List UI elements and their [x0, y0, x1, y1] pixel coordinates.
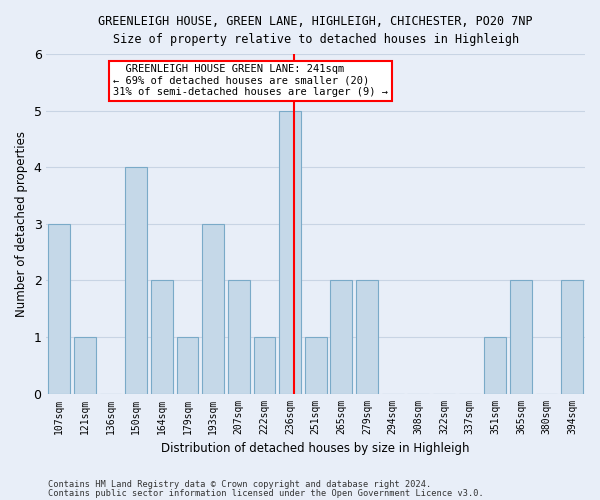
Y-axis label: Number of detached properties: Number of detached properties: [15, 131, 28, 317]
Bar: [125, 168, 147, 394]
Text: GREENLEIGH HOUSE GREEN LANE: 241sqm
← 69% of detached houses are smaller (20)
31: GREENLEIGH HOUSE GREEN LANE: 241sqm ← 69…: [113, 64, 388, 98]
Bar: [561, 280, 583, 394]
Bar: [254, 337, 275, 394]
Bar: [331, 280, 352, 394]
Bar: [49, 224, 70, 394]
Bar: [305, 337, 326, 394]
Bar: [279, 110, 301, 394]
Bar: [151, 280, 173, 394]
Bar: [484, 337, 506, 394]
Bar: [176, 337, 199, 394]
Text: Contains public sector information licensed under the Open Government Licence v3: Contains public sector information licen…: [48, 489, 484, 498]
Bar: [510, 280, 532, 394]
Title: GREENLEIGH HOUSE, GREEN LANE, HIGHLEIGH, CHICHESTER, PO20 7NP
Size of property r: GREENLEIGH HOUSE, GREEN LANE, HIGHLEIGH,…: [98, 15, 533, 46]
Bar: [228, 280, 250, 394]
Bar: [74, 337, 96, 394]
Bar: [202, 224, 224, 394]
X-axis label: Distribution of detached houses by size in Highleigh: Distribution of detached houses by size …: [161, 442, 470, 455]
Bar: [356, 280, 378, 394]
Text: Contains HM Land Registry data © Crown copyright and database right 2024.: Contains HM Land Registry data © Crown c…: [48, 480, 431, 489]
